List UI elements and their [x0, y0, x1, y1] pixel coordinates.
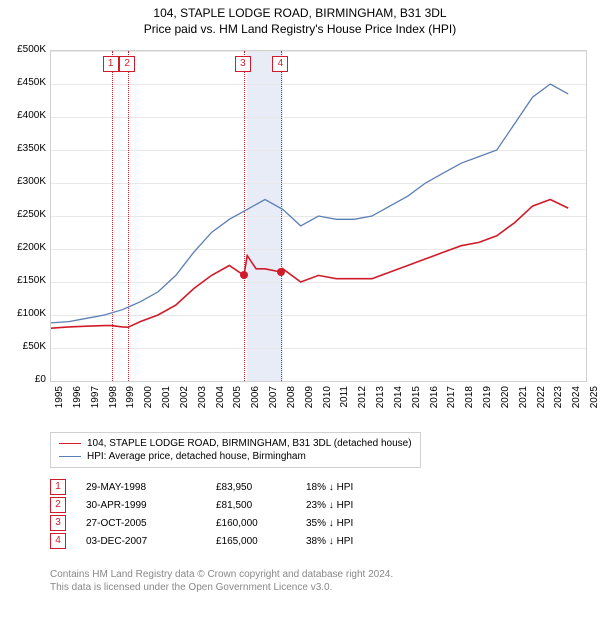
legend-label: 104, STAPLE LODGE ROAD, BIRMINGHAM, B31 …: [87, 438, 412, 449]
footer-line1: Contains HM Land Registry data © Crown c…: [50, 568, 393, 581]
sales-row: 1 29-MAY-1998£83,95018% ↓ HPI: [50, 478, 386, 496]
sales-row-number: 2: [50, 497, 66, 513]
sales-row-price: £160,000: [216, 518, 306, 529]
y-tick-label: £0: [6, 374, 46, 385]
legend-swatch: [59, 443, 81, 444]
x-tick-label: 1998: [108, 386, 119, 414]
x-tick-label: 2023: [553, 386, 564, 414]
series-svg: [51, 51, 586, 381]
x-tick-label: 1997: [90, 386, 101, 414]
sales-row-number: 1: [50, 479, 66, 495]
legend-item: 104, STAPLE LODGE ROAD, BIRMINGHAM, B31 …: [59, 437, 412, 450]
sales-row: 3 27-OCT-2005£160,00035% ↓ HPI: [50, 514, 386, 532]
y-tick-label: £400K: [6, 110, 46, 121]
y-tick-label: £500K: [6, 44, 46, 55]
chart-title: 104, STAPLE LODGE ROAD, BIRMINGHAM, B31 …: [0, 6, 600, 20]
sale-marker-box: 3: [235, 56, 251, 72]
y-tick-label: £450K: [6, 77, 46, 88]
x-tick-label: 2001: [161, 386, 172, 414]
legend-item: HPI: Average price, detached house, Birm…: [59, 450, 412, 463]
sales-row-number: 4: [50, 533, 66, 549]
sales-row-pct: 23% ↓ HPI: [306, 500, 386, 511]
sales-row-pct: 38% ↓ HPI: [306, 536, 386, 547]
x-tick-label: 1999: [125, 386, 136, 414]
sales-row: 4 03-DEC-2007£165,00038% ↓ HPI: [50, 532, 386, 550]
x-tick-label: 2019: [482, 386, 493, 414]
sales-row-price: £83,950: [216, 482, 306, 493]
x-tick-label: 2010: [322, 386, 333, 414]
sales-row-date: 29-MAY-1998: [86, 482, 216, 493]
legend-swatch: [59, 456, 81, 457]
plot-area: [50, 50, 587, 382]
series-price_paid: [51, 200, 568, 329]
sales-row-price: £81,500: [216, 500, 306, 511]
y-tick-label: £150K: [6, 275, 46, 286]
footer-attribution: Contains HM Land Registry data © Crown c…: [50, 568, 393, 594]
footer-line2: This data is licensed under the Open Gov…: [50, 581, 393, 594]
chart-container: 104, STAPLE LODGE ROAD, BIRMINGHAM, B31 …: [0, 0, 600, 620]
sale-marker-box: 1: [103, 56, 119, 72]
x-tick-label: 2012: [357, 386, 368, 414]
x-tick-label: 2024: [571, 386, 582, 414]
x-tick-label: 2016: [429, 386, 440, 414]
x-tick-label: 2009: [304, 386, 315, 414]
x-tick-label: 2000: [143, 386, 154, 414]
sales-row-number: 3: [50, 515, 66, 531]
y-tick-label: £100K: [6, 308, 46, 319]
x-tick-label: 2003: [197, 386, 208, 414]
sale-marker-box: 4: [272, 56, 288, 72]
x-tick-label: 2014: [393, 386, 404, 414]
sale-marker-box: 2: [119, 56, 135, 72]
sales-row-pct: 18% ↓ HPI: [306, 482, 386, 493]
x-tick-label: 2006: [250, 386, 261, 414]
x-tick-label: 2002: [179, 386, 190, 414]
x-tick-label: 2005: [232, 386, 243, 414]
sales-table: 1 29-MAY-1998£83,95018% ↓ HPI 2 30-APR-1999…: [50, 478, 386, 550]
sales-row-price: £165,000: [216, 536, 306, 547]
legend-label: HPI: Average price, detached house, Birm…: [87, 451, 306, 462]
x-tick-label: 2020: [500, 386, 511, 414]
y-tick-label: £250K: [6, 209, 46, 220]
sale-dot: [240, 271, 248, 279]
y-tick-label: £350K: [6, 143, 46, 154]
x-tick-label: 2015: [411, 386, 422, 414]
x-tick-label: 2007: [268, 386, 279, 414]
x-tick-label: 1996: [72, 386, 83, 414]
x-tick-label: 2022: [536, 386, 547, 414]
sales-row-date: 30-APR-1999: [86, 500, 216, 511]
sales-row: 2 30-APR-1999£81,50023% ↓ HPI: [50, 496, 386, 514]
x-tick-label: 2018: [464, 386, 475, 414]
legend: 104, STAPLE LODGE ROAD, BIRMINGHAM, B31 …: [50, 432, 421, 468]
sales-row-pct: 35% ↓ HPI: [306, 518, 386, 529]
sales-row-date: 27-OCT-2005: [86, 518, 216, 529]
x-tick-label: 2017: [446, 386, 457, 414]
x-tick-label: 1995: [54, 386, 65, 414]
x-tick-label: 2025: [589, 386, 600, 414]
y-tick-label: £300K: [6, 176, 46, 187]
x-tick-label: 2004: [215, 386, 226, 414]
sales-row-date: 03-DEC-2007: [86, 536, 216, 547]
y-tick-label: £200K: [6, 242, 46, 253]
x-tick-label: 2011: [339, 386, 350, 414]
x-tick-label: 2008: [286, 386, 297, 414]
x-tick-label: 2021: [518, 386, 529, 414]
x-tick-label: 2013: [375, 386, 386, 414]
title-block: 104, STAPLE LODGE ROAD, BIRMINGHAM, B31 …: [0, 0, 600, 36]
sale-dot: [277, 268, 285, 276]
chart-subtitle: Price paid vs. HM Land Registry's House …: [0, 22, 600, 36]
y-tick-label: £50K: [6, 341, 46, 352]
series-hpi: [51, 84, 568, 323]
